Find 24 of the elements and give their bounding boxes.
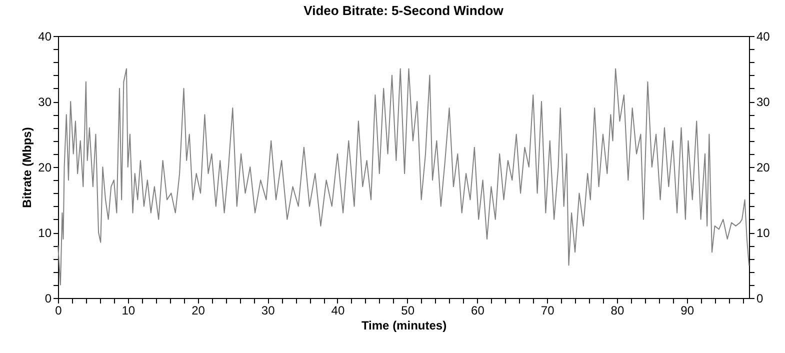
y2-tick-label: 40 xyxy=(756,30,770,44)
x-tick-label: 30 xyxy=(261,304,276,318)
y2-tick-label: 30 xyxy=(756,95,770,109)
line-series xyxy=(58,68,750,286)
x-tick-label: 90 xyxy=(680,304,694,318)
x-tick-label: 60 xyxy=(471,304,485,318)
x-axis-title: Time (minutes) xyxy=(361,318,447,332)
x-tick-label: 20 xyxy=(192,304,206,318)
chart-title: Video Bitrate: 5-Second Window xyxy=(304,3,504,18)
y-tick-label: 40 xyxy=(38,30,52,44)
y2-tick-label: 20 xyxy=(756,160,770,174)
x-tick-label: 40 xyxy=(331,304,345,318)
x-tick-label: 70 xyxy=(540,304,555,318)
x-tick-label: 80 xyxy=(610,304,624,318)
x-tick-label: 0 xyxy=(55,304,62,318)
y2-tick-label: 10 xyxy=(756,226,770,240)
x-tick-label: 10 xyxy=(122,304,136,318)
y-axis-title: Bitrate (Mbps) xyxy=(20,127,34,208)
y-tick-label: 20 xyxy=(38,160,52,174)
x-tick-label: 50 xyxy=(401,304,415,318)
y-tick-label: 30 xyxy=(38,95,52,109)
y-tick-label: 10 xyxy=(38,226,52,240)
y-tick-label: 0 xyxy=(44,292,52,306)
y2-tick-label: 0 xyxy=(756,292,764,306)
